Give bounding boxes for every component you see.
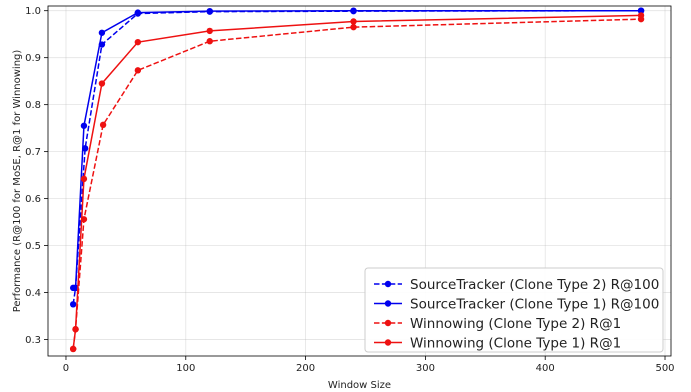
y-tick-label: 0.8 xyxy=(25,100,41,111)
legend-box xyxy=(364,267,664,353)
series-line xyxy=(73,9,642,289)
x-tick-label: 100 xyxy=(176,363,195,374)
data-point xyxy=(206,27,213,35)
tick-layer: 0 100 200 300 400 500 0.3 0.4 0.5 0.6 0.7 0.8 0.9 1.0 xyxy=(25,6,674,374)
data-point xyxy=(206,38,213,45)
plot-frame xyxy=(47,5,672,357)
legend-entry: Winnowing (Clone Type 1) R@1 xyxy=(374,336,621,352)
series-layer xyxy=(69,7,645,353)
legend-entry: Winnowing (Clone Type 2) R@1 xyxy=(374,316,621,332)
data-point xyxy=(350,23,357,31)
y-axis-label: Performance (R@100 for MoSE, R@1 for Win… xyxy=(12,50,23,313)
data-point xyxy=(350,18,357,25)
data-point xyxy=(134,9,142,16)
legend-entry: SourceTracker (Clone Type 1) R@100 xyxy=(374,297,659,313)
x-tick-label: 400 xyxy=(536,363,555,374)
y-tick-label: 0.7 xyxy=(25,147,41,158)
x-tick-label: 500 xyxy=(655,363,674,374)
x-axis-label: Window Size xyxy=(328,380,391,391)
legend-label: Winnowing (Clone Type 2) R@1 xyxy=(410,316,621,332)
x-tick-label: 0 xyxy=(63,363,69,374)
series-2 xyxy=(69,7,645,292)
y-tick-label: 0.4 xyxy=(25,288,41,299)
series-4 xyxy=(69,12,645,353)
legend-label: SourceTracker (Clone Type 1) R@100 xyxy=(410,297,659,313)
data-point xyxy=(69,345,77,353)
y-tick-label: 1.0 xyxy=(25,6,41,17)
data-point xyxy=(99,121,107,129)
y-tick-label: 0.5 xyxy=(25,241,41,252)
data-point xyxy=(637,7,645,14)
data-point xyxy=(637,12,645,19)
data-point xyxy=(350,7,357,14)
legend-entry: SourceTracker (Clone Type 2) R@100 xyxy=(374,277,659,293)
legend-marker xyxy=(384,339,392,346)
y-tick-label: 0.3 xyxy=(25,335,41,346)
data-point xyxy=(98,80,106,87)
legend-label: SourceTracker (Clone Type 2) R@100 xyxy=(410,277,659,293)
series-line xyxy=(72,14,642,350)
data-point xyxy=(98,29,106,36)
data-point xyxy=(206,7,213,15)
data-point xyxy=(134,67,142,74)
data-point xyxy=(80,175,88,183)
legend-marker xyxy=(384,280,392,288)
x-tick-label: 200 xyxy=(296,363,315,374)
data-point xyxy=(69,301,77,308)
legend-marker xyxy=(384,300,392,307)
legend: SourceTracker (Clone Type 2) R@100 Source… xyxy=(364,267,664,353)
y-tick-label: 0.6 xyxy=(25,194,41,205)
y-tick-label: 0.9 xyxy=(25,53,41,64)
legend-marker xyxy=(384,319,392,327)
data-point xyxy=(80,122,88,129)
x-tick-label: 300 xyxy=(416,363,435,374)
data-point xyxy=(134,38,142,46)
legend-label: Winnowing (Clone Type 1) R@1 xyxy=(410,336,621,352)
data-point xyxy=(72,326,79,333)
